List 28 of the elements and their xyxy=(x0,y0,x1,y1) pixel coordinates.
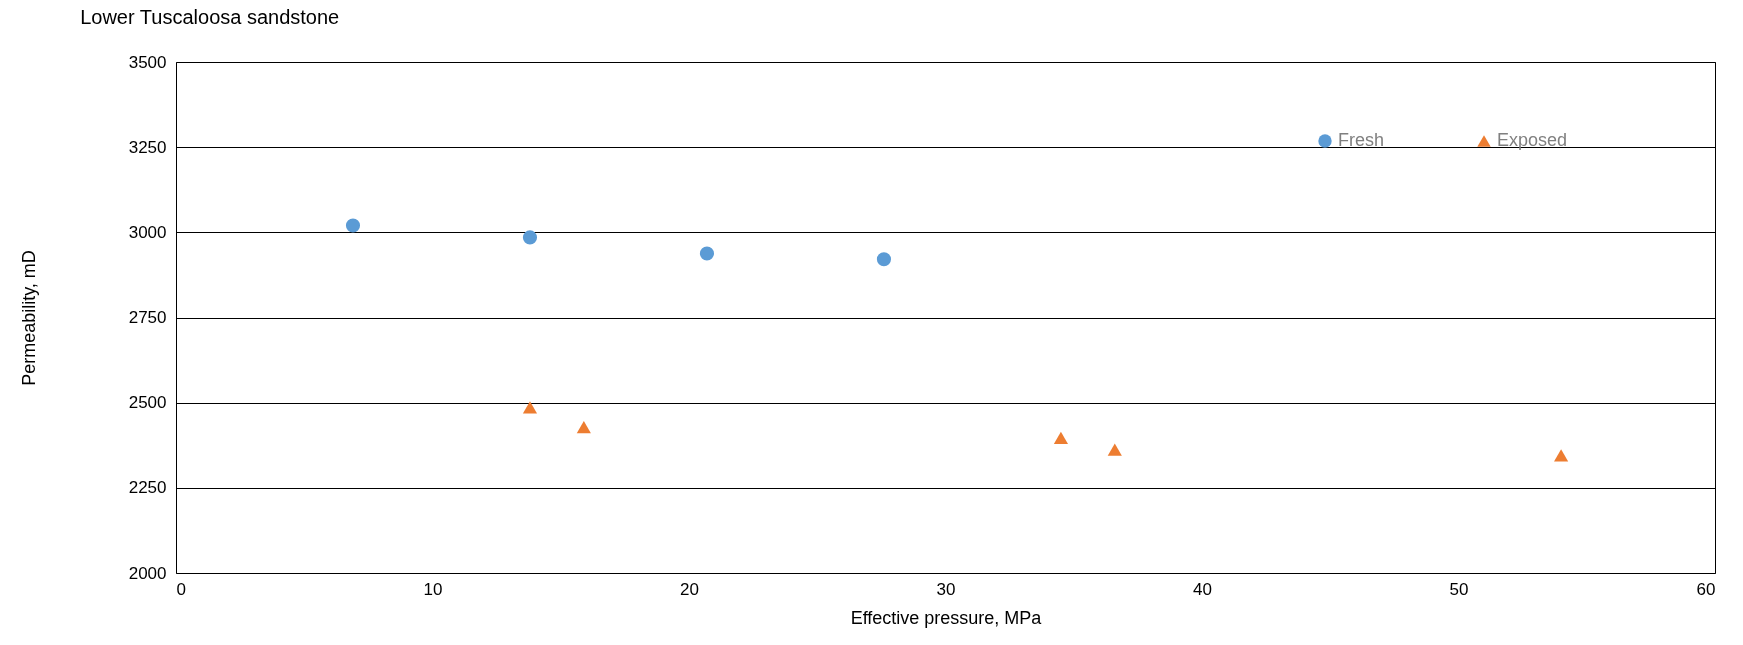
legend-label: Exposed xyxy=(1497,130,1568,150)
y-tick-label: 3500 xyxy=(128,52,167,72)
y-tick-label: 2500 xyxy=(128,393,167,413)
y-tick-label: 3000 xyxy=(128,222,167,242)
y-axis-title: Permeability, mD xyxy=(18,250,39,386)
point xyxy=(1554,449,1569,462)
x-tick-label: 40 xyxy=(1193,579,1212,599)
point xyxy=(576,421,591,434)
y-tick-label: 2750 xyxy=(128,308,167,327)
x-axis-title: Effective pressure, MPa xyxy=(850,607,1043,628)
point xyxy=(1053,431,1068,444)
y-tick-label: 2000 xyxy=(128,563,167,583)
legend-label: Fresh xyxy=(1338,130,1385,150)
y-tick-label: 3250 xyxy=(128,137,167,157)
point xyxy=(876,252,892,267)
chart-title: Lower Tuscaloosa sandstone xyxy=(80,6,340,28)
x-tick-label: 50 xyxy=(1449,579,1469,599)
point xyxy=(1107,443,1122,456)
point xyxy=(345,218,361,233)
point xyxy=(522,230,538,245)
point xyxy=(699,246,715,261)
x-tick-label: 60 xyxy=(1696,579,1716,599)
x-tick-label: 30 xyxy=(936,579,956,599)
x-tick-label: 0 xyxy=(176,579,186,599)
point xyxy=(522,401,538,414)
x-tick-label: 10 xyxy=(423,579,443,599)
y-tick-label: 2250 xyxy=(128,478,167,498)
x-tick-label: 20 xyxy=(680,579,699,599)
